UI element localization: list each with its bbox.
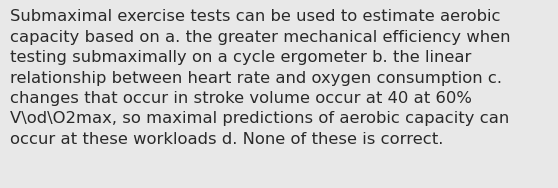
Text: Submaximal exercise tests can be used to estimate aerobic
capacity based on a. t: Submaximal exercise tests can be used to… xyxy=(10,9,511,147)
